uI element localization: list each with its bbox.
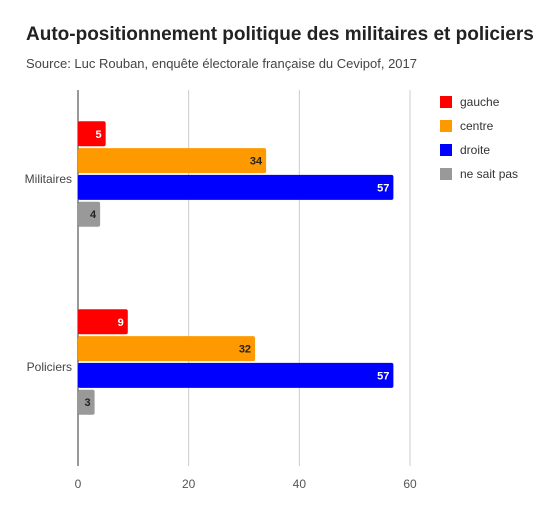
data-label: 4 xyxy=(90,209,97,221)
legend-item: ne sait pas xyxy=(440,162,518,186)
data-label: 57 xyxy=(377,182,389,194)
legend: gauche centre droite ne sait pas xyxy=(440,90,518,186)
bar-gauche xyxy=(78,309,128,335)
bar-centre xyxy=(78,148,267,174)
category-label: Policiers xyxy=(27,360,72,374)
data-label: 5 xyxy=(96,129,102,141)
legend-item: centre xyxy=(440,114,518,138)
legend-swatch xyxy=(440,120,452,132)
data-label: 34 xyxy=(250,156,263,168)
legend-swatch xyxy=(440,144,452,156)
legend-item: gauche xyxy=(440,90,518,114)
legend-item: droite xyxy=(440,138,518,162)
x-tick-label: 20 xyxy=(182,477,196,491)
legend-label: centre xyxy=(460,119,494,133)
bar-droite xyxy=(78,174,394,200)
x-tick-label: 0 xyxy=(75,477,82,491)
x-tick-label: 40 xyxy=(293,477,307,491)
category-label: Militaires xyxy=(25,172,72,186)
data-label: 57 xyxy=(377,370,389,382)
bar-ne-sait-pas xyxy=(78,201,101,227)
legend-swatch xyxy=(440,168,452,180)
bar-ne-sait-pas xyxy=(78,389,95,415)
data-label: 32 xyxy=(239,344,251,356)
legend-label: droite xyxy=(460,143,491,157)
x-tick-label: 60 xyxy=(403,477,417,491)
data-label: 9 xyxy=(118,317,124,329)
legend-label: gauche xyxy=(460,95,500,109)
bar-droite xyxy=(78,362,394,388)
chart-title: Auto-positionnement politique des milita… xyxy=(26,24,534,45)
bar-gauche xyxy=(78,121,106,147)
bar-centre xyxy=(78,336,256,362)
legend-label: ne sait pas xyxy=(460,167,519,181)
legend-swatch xyxy=(440,96,452,108)
chart-subtitle: Source: Luc Rouban, enquête électorale f… xyxy=(26,56,417,71)
data-label: 3 xyxy=(84,397,90,409)
